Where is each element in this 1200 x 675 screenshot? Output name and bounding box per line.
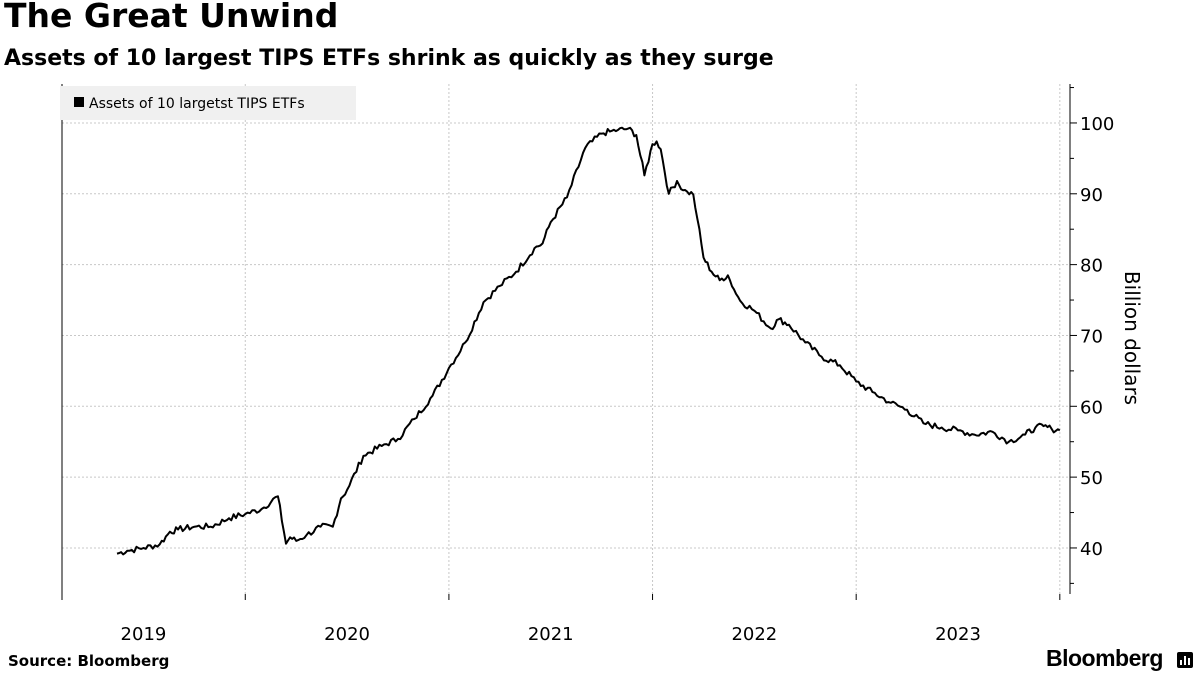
y-tick-label: 50 (1080, 468, 1103, 489)
x-tick-label: 2019 (121, 624, 167, 645)
axes: 40 50 60 70 80 90 100 2019 2020 2021 2022 2023 (61, 84, 1114, 645)
y-axis-label: Billion dollars (1120, 271, 1144, 405)
chart-title: The Great Unwind (4, 0, 339, 35)
series-line-tips-etf-assets (116, 126, 1061, 556)
x-tick-label: 2022 (731, 624, 777, 645)
y-tick-label: 70 (1080, 326, 1103, 347)
gridlines (61, 84, 1070, 594)
legend: Assets of 10 largetst TIPS ETFs (60, 86, 356, 120)
x-tick-label: 2021 (528, 624, 574, 645)
series (116, 126, 1061, 556)
y-tick-label: 100 (1080, 114, 1114, 135)
x-tick-label: 2020 (324, 624, 370, 645)
y-tick-label: 90 (1080, 185, 1103, 206)
source-note: Source: Bloomberg (8, 652, 170, 670)
y-tick-label: 80 (1080, 256, 1103, 277)
bloomberg-logo: Bloomberg (1046, 645, 1163, 671)
x-tick-label: 2023 (935, 624, 981, 645)
legend-entry: Assets of 10 largetst TIPS ETFs (89, 96, 305, 112)
y-tick-label: 60 (1080, 397, 1103, 418)
legend-background (60, 86, 356, 120)
chart-subtitle: Assets of 10 largest TIPS ETFs shrink as… (4, 46, 774, 71)
bloomberg-bars-icon (1177, 652, 1193, 668)
y-tick-label: 40 (1080, 539, 1103, 560)
legend-swatch (74, 97, 84, 107)
